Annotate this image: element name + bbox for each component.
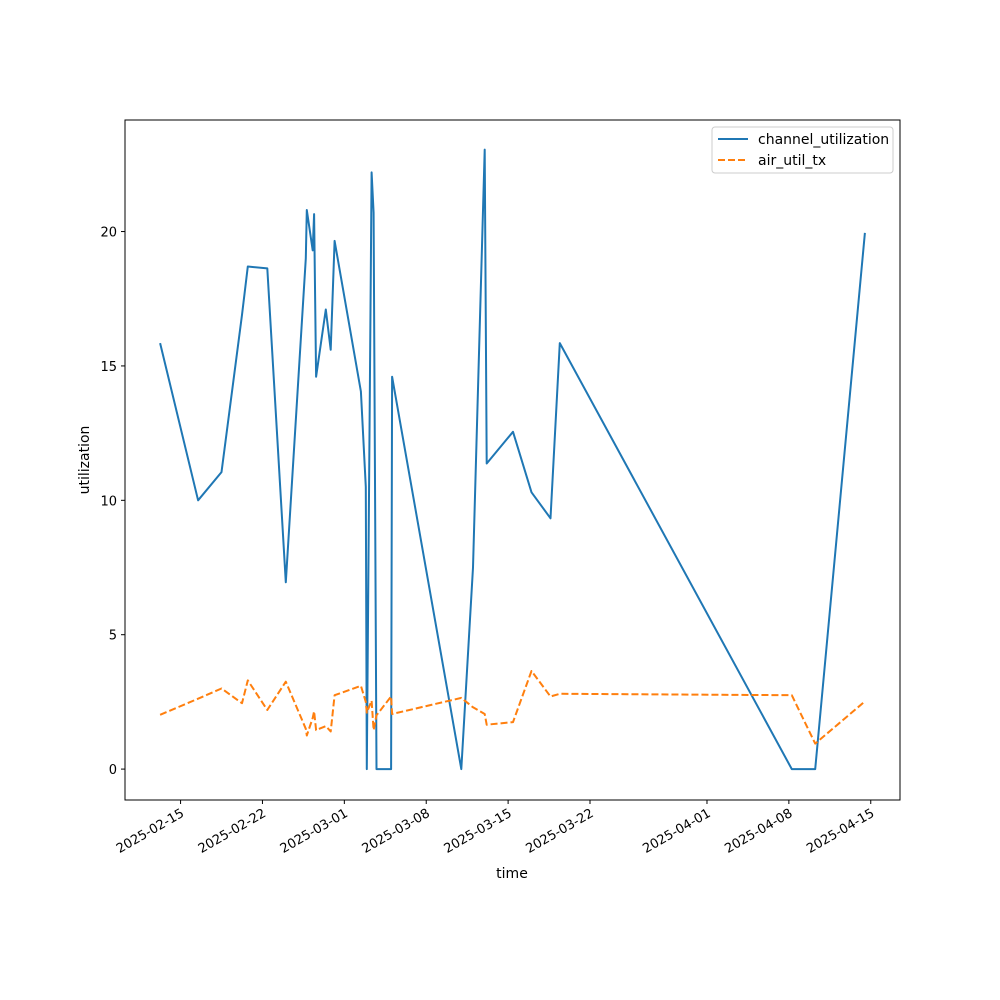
series-line-channel-utilization (159, 148, 866, 771)
legend: channel_utilization air_util_tx (711, 126, 894, 174)
series-line-air-util-tx (159, 670, 866, 745)
y-tick-label: 15 (100, 360, 117, 375)
y-tick-label: 10 (100, 494, 117, 509)
y-axis-ticks: 0 5 10 15 20 (100, 226, 125, 778)
legend-label: channel_utilization (758, 132, 889, 148)
series-layer (159, 148, 866, 771)
legend-box (711, 126, 894, 174)
y-tick-label: 0 (109, 763, 117, 778)
legend-label: air_util_tx (758, 153, 826, 169)
y-tick-label: 5 (109, 629, 117, 644)
y-tick-label: 20 (100, 226, 117, 241)
y-axis-label: utilization (77, 426, 93, 495)
x-axis-label: time (496, 866, 528, 882)
plot-frame (124, 119, 901, 801)
